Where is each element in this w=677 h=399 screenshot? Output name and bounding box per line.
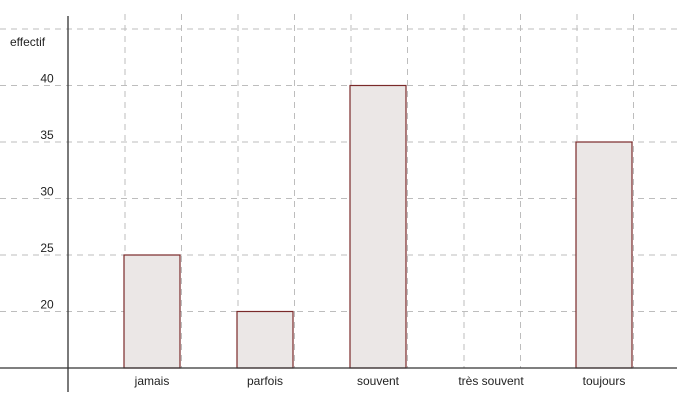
bars-layer (123, 84, 633, 369)
y-axis-label: effectif (10, 35, 46, 49)
y-tick-labels: 20 25 30 35 40 (40, 72, 54, 312)
x-tick-label: toujours (583, 374, 626, 388)
axes-layer (0, 16, 677, 392)
grid-layer (0, 14, 677, 368)
x-tick-label: jamais (134, 374, 170, 388)
bar-parfois (236, 310, 294, 369)
bar-jamais (123, 254, 181, 369)
x-tick-labels: jamais parfois souvent très souvent toujours (134, 374, 626, 388)
y-tick-label: 30 (40, 185, 54, 199)
x-tick-label: souvent (357, 374, 400, 388)
y-tick-label: 25 (40, 241, 54, 255)
bar-souvent (349, 84, 407, 369)
x-tick-label: parfois (247, 374, 283, 388)
bar-toujours (575, 141, 633, 369)
y-tick-label: 20 (40, 298, 54, 312)
y-tick-label: 35 (40, 128, 54, 142)
y-tick-label: 40 (40, 72, 54, 86)
x-tick-label: très souvent (458, 374, 524, 388)
